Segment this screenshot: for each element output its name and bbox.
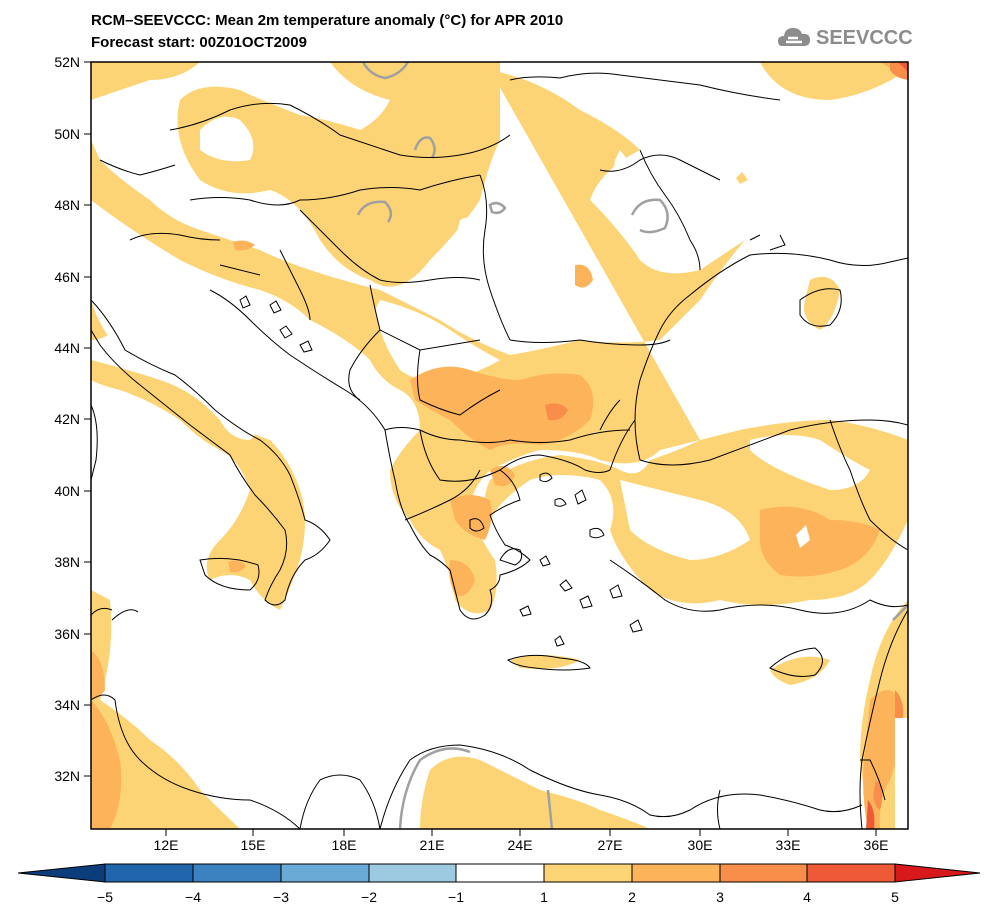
lat-label: 50N: [54, 126, 80, 142]
lat-label: 44N: [54, 340, 80, 356]
lat-label: 36N: [54, 626, 80, 642]
colorbar-tick-label: −2: [361, 889, 377, 905]
anomaly-1-2-fill: [91, 62, 908, 829]
lon-label: 15E: [241, 837, 266, 853]
colorbar-below-min: [17, 863, 106, 883]
colorbar-swatch: [368, 863, 457, 883]
colorbar-tick-label: 1: [540, 889, 548, 905]
colorbar-swatch: [631, 863, 721, 883]
lat-label: 40N: [54, 483, 80, 499]
colorbar-tick-label: 4: [803, 889, 811, 905]
colorbar-tick-label: 2: [628, 889, 636, 905]
lat-label: 34N: [54, 697, 80, 713]
anomaly-4-5-fill: [866, 62, 908, 829]
colorbar-swatch: [806, 863, 896, 883]
seevccc-logo: SEEVCCC: [776, 20, 916, 56]
colorbar: −5 −4 −3 −2 −1 1 2 3 4 5: [17, 863, 981, 905]
colorbar-tick-label: −3: [273, 889, 289, 905]
lat-label: 42N: [54, 411, 80, 427]
latitude-axis: 52N 50N 48N 46N 44N 42N 40N 38N 36N 34N …: [54, 54, 91, 784]
logo-text: SEEVCCC: [816, 27, 913, 49]
colorbar-swatch: [192, 863, 282, 883]
colorbar-swatch: [104, 863, 194, 883]
coastlines-borders: [91, 72, 908, 829]
lat-label: 52N: [54, 54, 80, 70]
anomaly-below-1-gaps: [91, 116, 870, 560]
forecast-start-label: Forecast start: 00Z01OCT2009: [91, 34, 307, 51]
lon-label: 24E: [508, 837, 533, 853]
colorbar-swatch: [719, 863, 808, 883]
colorbar-tick-label: 5: [891, 889, 899, 905]
anomaly-2-3-fill: [91, 62, 908, 829]
colorbar-tick-label: −1: [448, 889, 464, 905]
chart-title: RCM–SEEVCCC: Mean 2m temperature anomaly…: [91, 12, 564, 29]
colorbar-swatch: [280, 863, 370, 883]
lon-label: 36E: [864, 837, 889, 853]
lat-label: 38N: [54, 554, 80, 570]
colorbar-tick-label: 3: [716, 889, 724, 905]
lat-label: 48N: [54, 197, 80, 213]
zero-contour-lines: [356, 62, 908, 829]
colorbar-above-max: [894, 863, 981, 883]
colorbar-tick-label: −5: [97, 889, 113, 905]
lon-label: 33E: [776, 837, 801, 853]
lon-label: 18E: [332, 837, 357, 853]
map-frame: [90, 61, 909, 830]
colorbar-swatch: [455, 863, 545, 883]
longitude-axis: 12E 15E 18E 21E 24E 27E 30E 33E 36E: [154, 829, 889, 853]
cloud-icon: [778, 28, 810, 46]
colorbar-swatch: [543, 863, 633, 883]
map-area: [91, 62, 908, 829]
lon-label: 27E: [598, 837, 623, 853]
lon-label: 12E: [154, 837, 179, 853]
lon-label: 21E: [420, 837, 445, 853]
lat-label: 46N: [54, 269, 80, 285]
colorbar-tick-label: −4: [185, 889, 201, 905]
lon-label: 30E: [688, 837, 713, 853]
lat-label: 32N: [54, 768, 80, 784]
